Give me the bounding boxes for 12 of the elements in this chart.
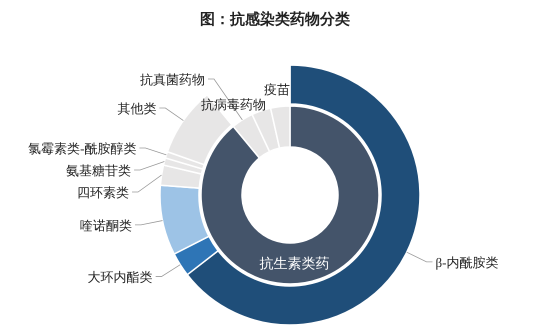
slice-label: 喹诺酮类 [80,218,132,233]
slice-label: β-内酰胺类 [436,254,498,270]
slice-label: 氨基糖苷类 [66,163,132,178]
slice-label: 疫苗 [264,82,290,97]
slice-label: 抗真菌药物 [140,72,205,87]
slice-label: 大环内酯类 [88,269,153,284]
chart-title: 图：抗感染类药物分类 [200,10,350,28]
slice-label: 抗生素类药 [260,256,330,272]
slice-label: 其他类 [117,100,156,116]
slice-label: 抗病毒药物 [201,97,266,112]
slice-label: 四环素类 [77,185,130,200]
slice-label: 氯霉素类-酰胺醇类 [28,141,136,156]
